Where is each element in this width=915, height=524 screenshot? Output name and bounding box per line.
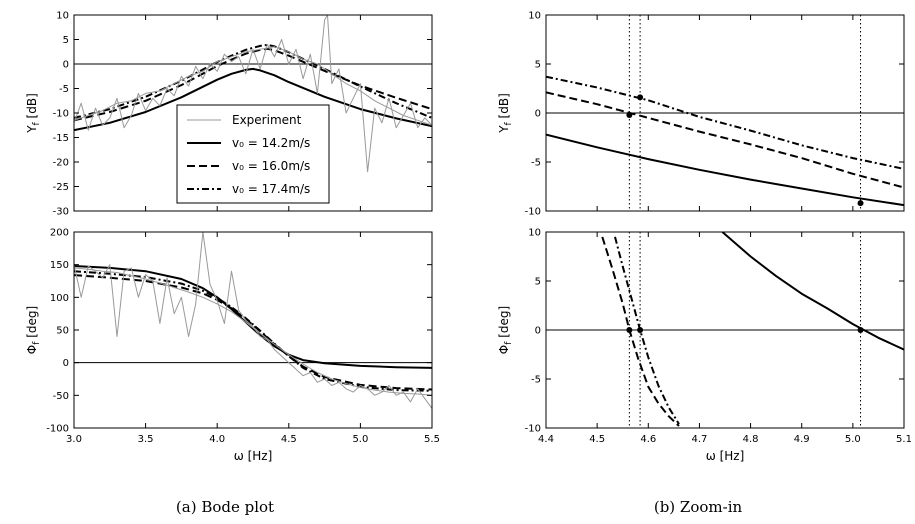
x-tick-label: 4.0: [209, 434, 225, 445]
legend-box: [176, 104, 330, 204]
y-axis-label: Φf [deg]: [25, 306, 42, 354]
y-tick-label: 0: [535, 109, 541, 120]
y-tick-label: 0: [63, 60, 69, 71]
y-axis-label: Yf [dB]: [497, 93, 514, 134]
series-line-dashdot: [74, 43, 432, 119]
intersection-point: [637, 94, 644, 101]
series-group: [546, 75, 904, 207]
x-tick-label: 5.0: [352, 434, 368, 445]
y-tick-label: 0: [63, 358, 69, 369]
intersection-point: [626, 327, 633, 333]
x-tick-label: 3.5: [138, 434, 154, 445]
y-tick-label: 150: [50, 260, 69, 271]
series-line-solid: [74, 67, 432, 132]
x-tick-label: 4.6: [640, 434, 656, 445]
caption-a: (a) Bode plot: [176, 498, 274, 516]
series-line-experiment: [74, 46, 432, 126]
x-axis-label: ω [Hz]: [706, 449, 745, 463]
legend: Experiment v₀ = 14.2m/s v₀ = 16.0m/s v₀ …: [176, 104, 330, 204]
y-tick-label: 5: [535, 60, 541, 71]
x-tick-label: 4.9: [794, 434, 810, 445]
series-line-solid: [721, 232, 904, 351]
y-tick-label: -10: [525, 424, 541, 435]
y-tick-label: -15: [53, 133, 69, 144]
y-tick-label: 200: [50, 228, 69, 239]
series-line-solid: [74, 265, 432, 369]
y-tick-label: -5: [59, 84, 69, 95]
series-group: [601, 232, 904, 427]
series-line-experiment: [74, 267, 432, 396]
legend-label-experiment: Experiment: [232, 113, 302, 127]
y-tick-label: -5: [531, 375, 541, 386]
caption-b: (b) Zoom-in: [654, 498, 743, 516]
series-line-experiment: [74, 232, 432, 409]
x-axis-label: ω [Hz]: [234, 449, 273, 463]
x-tick-label: 4.7: [691, 434, 707, 445]
legend-label-v174: v₀ = 17.4m/s: [232, 182, 310, 196]
bode-magnitude-panel: -30 -25 -20 -15 -10 -5 0 5 10 Yf [dB]: [25, 11, 433, 218]
x-tick-label: 4.5: [281, 434, 297, 445]
y-tick-label: -30: [53, 207, 69, 218]
y-tick-label: -10: [53, 109, 69, 120]
series-line-dashed: [74, 274, 432, 391]
y-tick-label: -5: [531, 158, 541, 169]
legend-label-v160: v₀ = 16.0m/s: [232, 159, 310, 173]
y-tick-label: -10: [525, 207, 541, 218]
series-line-solid: [546, 133, 904, 207]
intersection-point: [857, 327, 864, 333]
intersection-point: [637, 327, 644, 333]
y-axis-label: Yf [dB]: [25, 93, 42, 134]
y-tick-label: -100: [46, 424, 69, 435]
intersection-point: [626, 111, 633, 118]
series-line-dashdot: [74, 270, 432, 392]
y-tick-label: 5: [535, 277, 541, 288]
x-tick-label: 4.8: [743, 434, 759, 445]
series-line-dashed: [601, 236, 680, 427]
bode-phase-panel: -100 -50 0 50 100 150 200 3.0 3.5 4.0 4.5 5.0 5.5 Φf …: [25, 228, 440, 464]
x-tick-label: 4.5: [589, 434, 605, 445]
x-tick-label: 4.4: [538, 434, 554, 445]
x-tick-label: 5.5: [424, 434, 440, 445]
y-tick-label: 100: [50, 293, 69, 304]
series-group: [74, 232, 432, 409]
x-tick-label: 5.0: [845, 434, 861, 445]
y-tick-label: 0: [535, 326, 541, 337]
series-line-dashdot: [546, 75, 904, 170]
zoom-phase-panel: -10 -5 0 5 10 4.4 4.5 4.6 4.7 4.8 4.9 5.0 5.1 Φf [deg…: [497, 228, 912, 464]
y-axis-label: Φf [deg]: [497, 306, 514, 354]
intersection-point: [857, 200, 864, 207]
x-tick-label: 5.1: [896, 434, 912, 445]
y-tick-label: -20: [53, 158, 69, 169]
y-tick-label: 5: [63, 35, 69, 46]
y-tick-label: -50: [53, 391, 69, 402]
legend-label-v142: v₀ = 14.2m/s: [232, 136, 310, 150]
series-line-experiment: [74, 15, 432, 173]
series-group: [74, 15, 432, 173]
y-tick-label: 10: [528, 11, 541, 22]
zoom-magnitude-panel: -10 -5 0 5 10 Yf [dB]: [497, 11, 905, 218]
x-tick-label: 3.0: [66, 434, 82, 445]
y-tick-label: 10: [528, 228, 541, 239]
series-line-dashed: [546, 91, 904, 189]
y-tick-label: 10: [56, 11, 69, 22]
y-tick-label: -25: [53, 182, 69, 193]
series-line-dashdot: [614, 236, 680, 425]
y-tick-label: 50: [56, 326, 69, 337]
